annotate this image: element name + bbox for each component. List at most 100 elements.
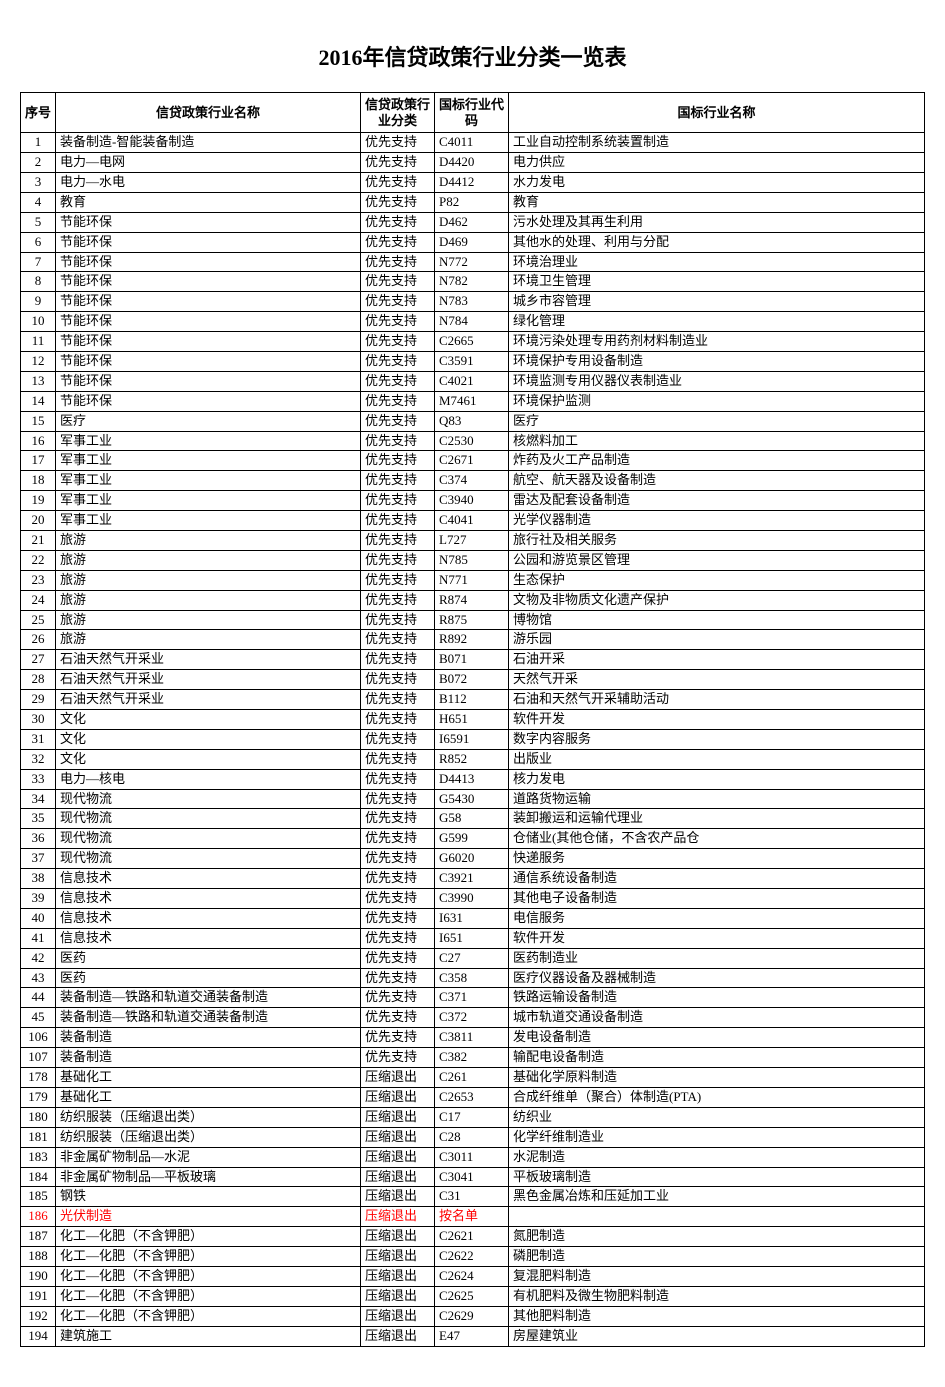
cell-gb: 绿化管理 [509,312,925,332]
cell-name: 非金属矿物制品—平板玻璃 [56,1167,361,1187]
table-row: 39信息技术优先支持C3990其他电子设备制造 [21,889,925,909]
cell-name: 节能环保 [56,252,361,272]
table-row: 2电力—电网优先支持D4420电力供应 [21,153,925,173]
cell-cat: 优先支持 [361,928,435,948]
cell-cat: 优先支持 [361,1028,435,1048]
table-row: 20军事工业优先支持C4041光学仪器制造 [21,511,925,531]
cell-gb: 复混肥料制造 [509,1266,925,1286]
table-row: 181纺织服装（压缩退出类）压缩退出C28化学纤维制造业 [21,1127,925,1147]
cell-seq: 21 [21,531,56,551]
table-row: 14节能环保优先支持M7461环境保护监测 [21,391,925,411]
cell-seq: 11 [21,332,56,352]
cell-code: I651 [435,928,509,948]
cell-name: 光伏制造 [56,1207,361,1227]
cell-code: G6020 [435,849,509,869]
cell-code: I6591 [435,729,509,749]
cell-cat: 压缩退出 [361,1087,435,1107]
cell-code: N783 [435,292,509,312]
cell-gb: 生态保护 [509,570,925,590]
cell-cat: 优先支持 [361,391,435,411]
cell-cat: 优先支持 [361,153,435,173]
cell-code: C3811 [435,1028,509,1048]
cell-name: 电力—水电 [56,172,361,192]
cell-name: 军事工业 [56,471,361,491]
cell-code: 按名单 [435,1207,509,1227]
cell-gb: 电力供应 [509,153,925,173]
cell-seq: 14 [21,391,56,411]
cell-gb: 医疗 [509,411,925,431]
table-row: 29石油天然气开采业优先支持B112石油和天然气开采辅助活动 [21,690,925,710]
cell-name: 节能环保 [56,332,361,352]
cell-cat: 优先支持 [361,133,435,153]
cell-name: 化工—化肥（不含钾肥） [56,1227,361,1247]
cell-name: 医疗 [56,411,361,431]
col-header-gb: 国标行业名称 [509,93,925,133]
cell-code: R874 [435,590,509,610]
industry-table: 序号 信贷政策行业名称 信贷政策行业分类 国标行业代码 国标行业名称 1装备制造… [20,92,925,1347]
cell-cat: 优先支持 [361,411,435,431]
cell-code: R892 [435,630,509,650]
cell-code: C2624 [435,1266,509,1286]
cell-name: 旅游 [56,610,361,630]
cell-code: Q83 [435,411,509,431]
table-row: 36现代物流优先支持G599仓储业(其他仓储，不含农产品仓 [21,829,925,849]
cell-name: 纺织服装（压缩退出类） [56,1127,361,1147]
cell-seq: 42 [21,948,56,968]
table-row: 107装备制造优先支持C382输配电设备制造 [21,1048,925,1068]
cell-name: 现代物流 [56,789,361,809]
cell-gb: 软件开发 [509,710,925,730]
cell-gb: 电信服务 [509,908,925,928]
cell-gb: 核力发电 [509,769,925,789]
table-row: 24旅游优先支持R874文物及非物质文化遗产保护 [21,590,925,610]
cell-cat: 优先支持 [361,431,435,451]
cell-code: C28 [435,1127,509,1147]
cell-code: D462 [435,212,509,232]
cell-gb: 雷达及配套设备制造 [509,491,925,511]
table-row: 185钢铁压缩退出C31黑色金属冶炼和压延加工业 [21,1187,925,1207]
cell-name: 信息技术 [56,928,361,948]
cell-name: 文化 [56,749,361,769]
cell-gb: 工业自动控制系统装置制造 [509,133,925,153]
cell-gb: 磷肥制造 [509,1247,925,1267]
cell-gb: 医疗仪器设备及器械制造 [509,968,925,988]
table-row: 191化工—化肥（不含钾肥）压缩退出C2625有机肥料及微生物肥料制造 [21,1286,925,1306]
cell-seq: 30 [21,710,56,730]
cell-code: E47 [435,1326,509,1346]
cell-gb: 环境保护专用设备制造 [509,351,925,371]
cell-gb: 污水处理及其再生利用 [509,212,925,232]
cell-name: 旅游 [56,570,361,590]
cell-name: 节能环保 [56,272,361,292]
col-header-seq: 序号 [21,93,56,133]
cell-code: C3011 [435,1147,509,1167]
table-row: 8节能环保优先支持N782环境卫生管理 [21,272,925,292]
cell-seq: 31 [21,729,56,749]
table-row: 41信息技术优先支持I651软件开发 [21,928,925,948]
cell-gb: 城市轨道交通设备制造 [509,1008,925,1028]
cell-seq: 6 [21,232,56,252]
cell-cat: 优先支持 [361,849,435,869]
cell-cat: 压缩退出 [361,1127,435,1147]
table-row: 184非金属矿物制品—平板玻璃压缩退出C3041平板玻璃制造 [21,1167,925,1187]
cell-cat: 优先支持 [361,570,435,590]
cell-code: C31 [435,1187,509,1207]
table-row: 180纺织服装（压缩退出类）压缩退出C17纺织业 [21,1107,925,1127]
cell-seq: 15 [21,411,56,431]
cell-gb: 城乡市容管理 [509,292,925,312]
cell-gb: 环境治理业 [509,252,925,272]
cell-name: 节能环保 [56,312,361,332]
cell-cat: 优先支持 [361,690,435,710]
cell-gb: 水泥制造 [509,1147,925,1167]
cell-gb: 其他水的处理、利用与分配 [509,232,925,252]
cell-gb: 博物馆 [509,610,925,630]
cell-name: 纺织服装（压缩退出类） [56,1107,361,1127]
cell-gb: 黑色金属冶炼和压延加工业 [509,1187,925,1207]
cell-code: C2671 [435,451,509,471]
cell-cat: 优先支持 [361,272,435,292]
cell-seq: 3 [21,172,56,192]
cell-name: 电力—电网 [56,153,361,173]
cell-cat: 优先支持 [361,670,435,690]
cell-name: 装备制造—铁路和轨道交通装备制造 [56,988,361,1008]
table-row: 15医疗优先支持Q83医疗 [21,411,925,431]
cell-name: 装备制造—铁路和轨道交通装备制造 [56,1008,361,1028]
cell-cat: 优先支持 [361,829,435,849]
